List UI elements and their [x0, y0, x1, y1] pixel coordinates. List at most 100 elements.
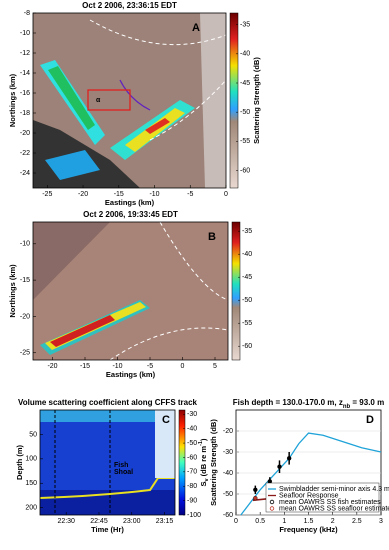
chart-title: Volume scattering coefficient along CFFS…: [18, 398, 198, 407]
y-axis-label: Northings (km): [8, 73, 17, 127]
colorbar-tick-label: -35: [242, 228, 252, 235]
title-part: nb: [343, 404, 351, 410]
panel-label: B: [208, 231, 216, 243]
y-tick-label: -20: [223, 428, 233, 435]
y-tick-label: 200: [25, 505, 37, 512]
y-tick-label: -14: [20, 70, 30, 77]
plot-frame: [39, 409, 176, 516]
x-tick-label: -25: [42, 191, 52, 198]
data-point: [253, 487, 258, 492]
plot-frame: [32, 221, 229, 361]
y-tick-label: -24: [20, 170, 30, 177]
colorbar-tick-label: -45: [242, 274, 252, 281]
label-part: ): [199, 438, 208, 441]
y-tick-label: -12: [20, 50, 30, 57]
colorbar-tick-label: -55: [240, 138, 250, 145]
x-axis-label: Frequency (kHz): [279, 525, 338, 534]
x-tick-label: 2.5: [352, 518, 362, 525]
legend-label: mean OAWRS SS fish estimates: [279, 499, 381, 506]
label-part: v: [204, 477, 210, 481]
colorbar-tick-label: -60: [242, 343, 252, 350]
colorbar-tick-label: -70: [187, 469, 197, 476]
x-tick-label: -5: [147, 363, 153, 370]
label-part: -1: [198, 441, 204, 446]
data-point: [267, 479, 273, 484]
data-point: [286, 456, 292, 461]
x-tick-label: 1: [282, 518, 286, 525]
data-point: [253, 496, 258, 501]
x-tick-label: 3: [379, 518, 383, 525]
colorbar-tick-label: -35: [240, 22, 250, 29]
y-tick-label: -16: [20, 90, 30, 97]
sonar-image-a: [33, 13, 226, 188]
colorbar-label: Scattering Strength (dB): [252, 57, 261, 144]
y-axis-label: Depth (m): [15, 445, 24, 480]
x-tick-label: -10: [112, 363, 122, 370]
legend-label: Swimbladder semi-minor axis 4.3 mm: [279, 486, 389, 493]
chart-title: Fish depth = 130.0-170.0 m, znb = 93.0 m: [233, 398, 384, 409]
annotation: α: [96, 97, 101, 104]
chart-title: Oct 2 2006, 19:33:45 EDT: [83, 210, 178, 219]
colorbar: [178, 409, 186, 516]
x-axis-label: Eastings (km): [106, 370, 156, 379]
title-part: = 93.0 m: [350, 398, 384, 407]
colorbar-tick-label: -80: [187, 483, 197, 490]
colorbar-label: Sv (dB re m-1): [198, 438, 210, 486]
x-tick-label: 2: [331, 518, 335, 525]
x-axis-label: Time (Hr): [91, 525, 124, 534]
colorbar-tick-label: -40: [242, 251, 252, 258]
x-tick-label: 22:45: [90, 518, 108, 525]
x-tick-label: 23:15: [156, 518, 174, 525]
legend-swatch: [269, 499, 275, 505]
y-tick-label: -8: [24, 10, 30, 17]
y-tick-label: 150: [25, 480, 37, 487]
x-tick-label: -15: [80, 363, 90, 370]
y-tick-label: -20: [20, 130, 30, 137]
x-tick-label: -10: [149, 191, 159, 198]
y-tick-label: -10: [20, 30, 30, 37]
x-tick-label: 0.5: [255, 518, 265, 525]
x-tick-label: -20: [47, 363, 57, 370]
data-point: [277, 464, 282, 469]
y-tick-label: -15: [20, 277, 30, 284]
y-tick-label: -10: [20, 241, 30, 248]
x-tick-label: -20: [78, 191, 88, 198]
y-tick-label: -50: [223, 491, 233, 498]
echogram: [40, 410, 175, 515]
legend-label: Seafloor Response: [279, 492, 339, 499]
colorbar-tick-label: -55: [242, 320, 252, 327]
y-axis-label: Northings (km): [8, 264, 17, 318]
y-tick-label: -18: [20, 110, 30, 117]
colorbar-tick-label: -40: [240, 51, 250, 58]
colorbar-tick-label: -45: [240, 80, 250, 87]
x-tick-label: 0: [224, 191, 228, 198]
x-tick-label: 5: [213, 363, 217, 370]
colorbar-tick-label: -40: [187, 426, 197, 433]
x-tick-label: 22:30: [57, 518, 75, 525]
y-tick-label: 50: [29, 431, 37, 438]
y-tick-label: -60: [223, 512, 233, 519]
legend-label: mean OAWRS SS seafloor estimates: [279, 505, 389, 512]
label-part: (dB re m: [199, 446, 208, 479]
legend-box: [265, 482, 380, 513]
x-tick-label: 23:00: [123, 518, 141, 525]
colorbar-tick-label: -60: [187, 454, 197, 461]
colorbar-tick-label: -90: [187, 497, 197, 504]
series-line: [240, 432, 382, 516]
y-tick-label: -25: [20, 350, 30, 357]
x-tick-label: -15: [114, 191, 124, 198]
colorbar-tick-label: -100: [187, 512, 201, 519]
panel-label: D: [366, 414, 374, 426]
y-tick-label: -20: [20, 313, 30, 320]
colorbar-tick-label: -50: [242, 297, 252, 304]
x-tick-label: 0: [234, 518, 238, 525]
annotation: Shoal: [114, 469, 133, 476]
sonar-image-b: [33, 222, 228, 360]
y-tick-label: -30: [223, 449, 233, 456]
label-part: S: [199, 481, 208, 486]
panel-label: C: [162, 414, 170, 426]
colorbar-tick-label: -30: [187, 411, 197, 418]
y-tick-label: 100: [25, 456, 37, 463]
plot-frame: [32, 12, 227, 189]
